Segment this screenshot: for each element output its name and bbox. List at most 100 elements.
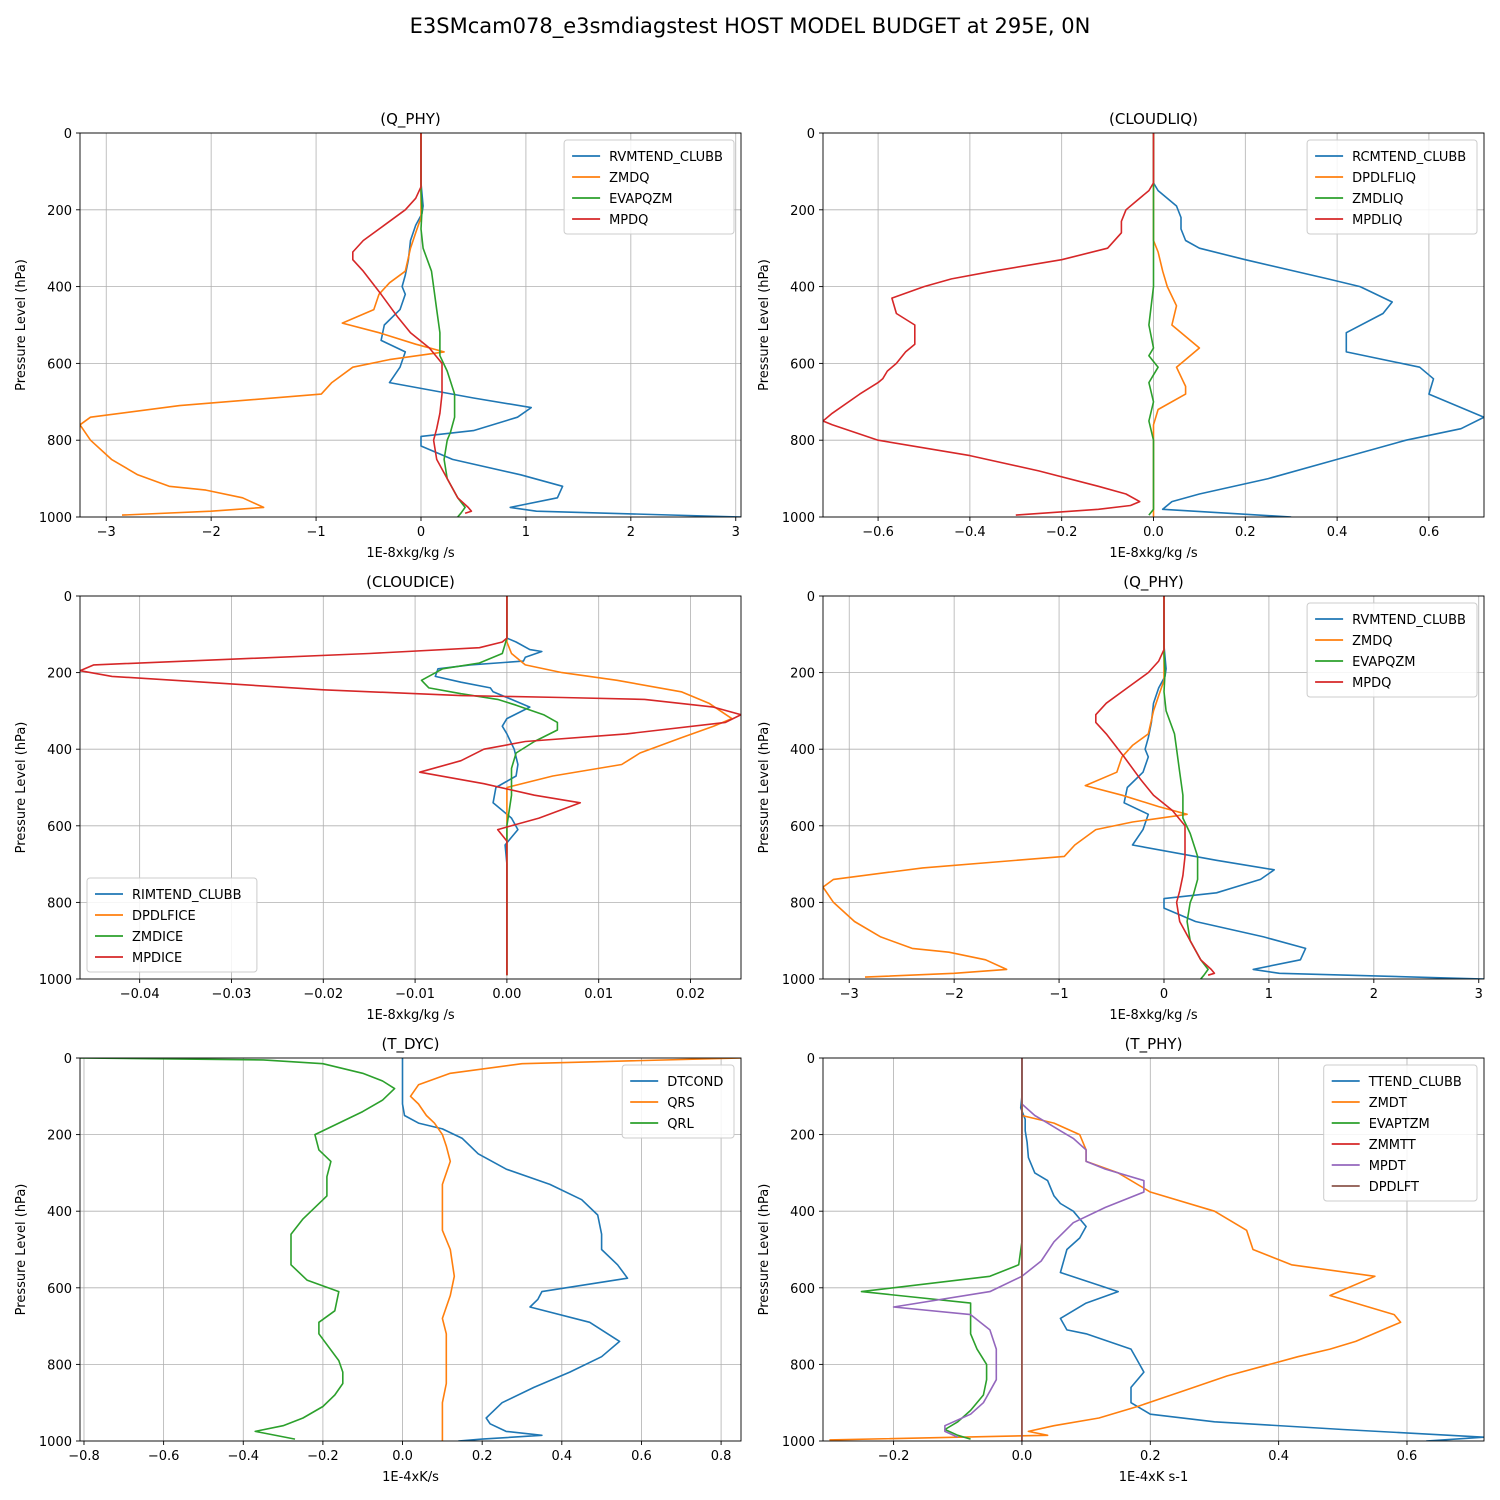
series-line-mpdq bbox=[1095, 596, 1216, 976]
chart-panel-1: −3 −2 −1 0 1 2 3 0 200 400 600 800 1000 (Q_PHY) 1E-8xk… bbox=[14, 110, 742, 561]
series-group bbox=[823, 133, 1484, 517]
y-tick-label: 600 bbox=[790, 357, 815, 372]
legend-label: QRL bbox=[667, 1117, 694, 1132]
x-tick-label: −0.6 bbox=[862, 525, 894, 540]
legend-label: MPDICE bbox=[132, 951, 182, 966]
x-tick-label: −0.8 bbox=[68, 1449, 100, 1464]
legend-box bbox=[1306, 602, 1478, 698]
x-axis-label: 1E-8xkg/kg /s bbox=[366, 1008, 455, 1023]
x-tick-label: −0.01 bbox=[395, 987, 435, 1002]
x-tick-label: 0 bbox=[417, 525, 425, 540]
y-tick-label: 600 bbox=[47, 357, 72, 372]
x-tick-label: 0.6 bbox=[1397, 1449, 1418, 1464]
x-tick-label: 0.02 bbox=[676, 987, 705, 1002]
series-line-zmdq bbox=[823, 596, 1188, 978]
series-line-qrs bbox=[409, 1058, 741, 1441]
legend-label: DPDLFT bbox=[1369, 1180, 1419, 1195]
y-axis-label: Pressure Level (hPa) bbox=[14, 259, 29, 391]
series-line-mpdt bbox=[892, 1058, 1145, 1438]
series-line-evaptzm bbox=[860, 1058, 1023, 1440]
x-tick-label: 0.00 bbox=[492, 987, 521, 1002]
series-line-rcmtend-clubb bbox=[1152, 133, 1484, 517]
series-line-mpdice bbox=[80, 596, 741, 976]
x-tick-label: 3 bbox=[732, 525, 740, 540]
legend: RVMTEND_CLUBB ZMDQ EVAPQZM MPDQ bbox=[1306, 602, 1478, 698]
legend-label: EVAPQZM bbox=[609, 192, 672, 207]
x-tick-label: 0.0 bbox=[392, 1449, 413, 1464]
y-tick-label: 600 bbox=[47, 820, 72, 835]
axes-frame bbox=[822, 595, 1485, 980]
chart-panel-4: −3 −2 −1 0 1 2 3 0 200 400 600 800 1000 (Q_PHY) 1E-8xk… bbox=[757, 573, 1485, 1023]
x-tick-label: −0.04 bbox=[120, 987, 160, 1002]
legend-label: QRS bbox=[667, 1096, 695, 1111]
y-tick-label: 800 bbox=[47, 896, 72, 911]
y-axis-label: Pressure Level (hPa) bbox=[14, 722, 29, 854]
series-line-dpdlfliq bbox=[1152, 133, 1201, 517]
chart-panel-2: −0.6 −0.4 −0.2 0.0 0.2 0.4 0.6 0 200 400 600 800 100… bbox=[757, 110, 1485, 561]
series-group bbox=[829, 1058, 1484, 1441]
x-tick-label: 0.0 bbox=[1143, 525, 1164, 540]
y-tick-label: 200 bbox=[47, 1129, 72, 1144]
y-tick-label: 0 bbox=[64, 1052, 72, 1067]
y-tick-label: 0 bbox=[64, 590, 72, 605]
y-tick-label: 1000 bbox=[782, 1435, 815, 1450]
x-tick-label: 0.0 bbox=[1012, 1449, 1033, 1464]
x-axis-label: 1E-8xkg/kg /s bbox=[1109, 1008, 1198, 1023]
legend-label: ZMDQ bbox=[1352, 634, 1392, 649]
y-tick-label: 400 bbox=[47, 281, 72, 296]
chart-title: (CLOUDICE) bbox=[366, 573, 455, 591]
figure-title: E3SMcam078_e3smdiagstest HOST MODEL BUDG… bbox=[409, 14, 1091, 38]
series-group bbox=[80, 596, 741, 976]
series-line-rvmtend-clubb bbox=[1123, 596, 1484, 979]
series-line-mpdliq bbox=[823, 133, 1155, 516]
legend-label: DPDLFICE bbox=[132, 909, 196, 924]
y-axis-label: Pressure Level (hPa) bbox=[757, 259, 772, 391]
legend-label: RVMTEND_CLUBB bbox=[609, 150, 723, 165]
x-tick-label: −0.2 bbox=[878, 1449, 910, 1464]
y-axis-label: Pressure Level (hPa) bbox=[757, 1184, 772, 1316]
y-tick-label: 600 bbox=[790, 820, 815, 835]
chart-panel-3: −0.04 −0.03 −0.02 −0.01 0.00 0.01 0.02 0 200 400 6… bbox=[14, 573, 742, 1023]
x-tick-label: −0.4 bbox=[954, 525, 986, 540]
y-tick-label: 200 bbox=[790, 667, 815, 682]
series-line-dpdlfice bbox=[506, 596, 733, 976]
legend-box bbox=[86, 877, 258, 973]
y-tick-label: 1000 bbox=[782, 973, 815, 988]
x-tick-label: −2 bbox=[945, 987, 964, 1002]
x-tick-label: 0 bbox=[1160, 987, 1168, 1002]
series-line-dtcond bbox=[401, 1058, 629, 1441]
y-tick-label: 400 bbox=[790, 743, 815, 758]
legend-label: RCMTEND_CLUBB bbox=[1352, 150, 1466, 165]
legend-label: ZMMTT bbox=[1369, 1138, 1416, 1153]
x-tick-label: 0.4 bbox=[1327, 525, 1348, 540]
x-axis-label: 1E-4xK s-1 bbox=[1119, 1470, 1189, 1485]
axes-frame bbox=[79, 132, 742, 518]
series-group bbox=[80, 1058, 741, 1441]
chart-panel-6: −0.2 0.0 0.2 0.4 0.6 0 200 400 600 800 1000 (T_PHY)… bbox=[757, 1035, 1485, 1485]
x-tick-label: 0.4 bbox=[1268, 1449, 1289, 1464]
series-line-zmdliq bbox=[1148, 133, 1159, 516]
series-line-rvmtend-clubb bbox=[380, 133, 741, 517]
legend-label: RVMTEND_CLUBB bbox=[1352, 613, 1466, 628]
x-tick-label: 0.2 bbox=[1140, 1449, 1161, 1464]
y-tick-label: 1000 bbox=[782, 511, 815, 526]
x-tick-label: 1 bbox=[1265, 987, 1273, 1002]
x-tick-label: 0.8 bbox=[711, 1449, 732, 1464]
legend-label: DPDLFLIQ bbox=[1352, 171, 1416, 186]
chart-title: (Q_PHY) bbox=[1123, 573, 1184, 592]
y-tick-label: 800 bbox=[790, 1358, 815, 1373]
y-tick-label: 200 bbox=[47, 667, 72, 682]
chart-panel-5: −0.8 −0.6 −0.4 −0.2 0.0 0.2 0.4 0.6 0.8 0 200 400 60… bbox=[14, 1035, 742, 1485]
x-tick-label: 0.4 bbox=[551, 1449, 572, 1464]
series-line-rimtend-clubb bbox=[434, 596, 543, 976]
x-tick-label: 0.01 bbox=[584, 987, 613, 1002]
legend-label: ZMDT bbox=[1369, 1096, 1407, 1111]
axes-frame bbox=[79, 595, 742, 980]
y-tick-label: 400 bbox=[47, 1205, 72, 1220]
legend-label: ZMDICE bbox=[132, 930, 183, 945]
x-tick-label: 3 bbox=[1475, 987, 1483, 1002]
legend: TTEND_CLUBB ZMDT EVAPTZM ZMMTT MPDT DPDLFT bbox=[1323, 1064, 1478, 1202]
x-axis-label: 1E-4xK/s bbox=[382, 1470, 439, 1485]
legend: DTCOND QRS QRL bbox=[621, 1064, 735, 1139]
y-axis-label: Pressure Level (hPa) bbox=[14, 1184, 29, 1316]
